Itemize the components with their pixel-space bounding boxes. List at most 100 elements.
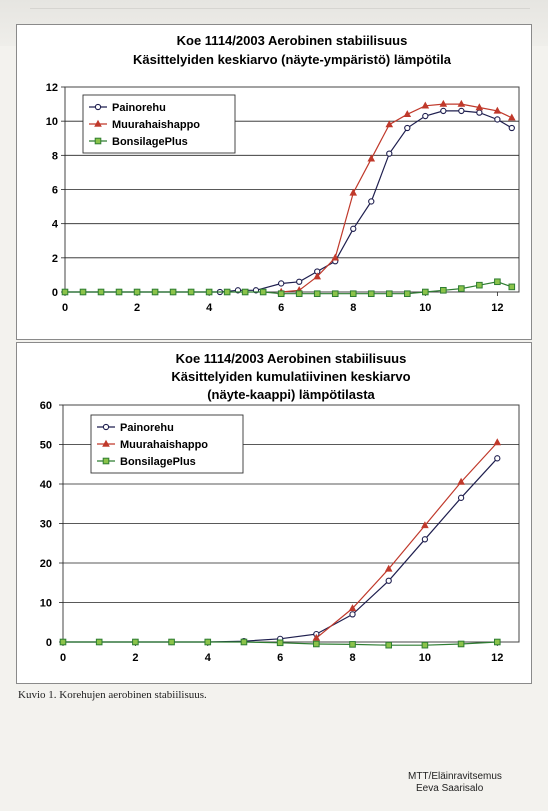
x-tick-label: 0 — [60, 652, 66, 664]
data-point — [457, 99, 466, 107]
data-point — [295, 290, 303, 298]
data-point — [385, 577, 392, 584]
data-point — [132, 638, 139, 646]
series-line — [281, 103, 513, 293]
data-point — [223, 288, 231, 296]
x-tick-label: 12 — [491, 302, 503, 314]
legend-box — [82, 94, 236, 154]
data-point — [475, 103, 484, 111]
data-point — [457, 640, 465, 648]
legend-label: BonsilagePlus — [120, 456, 196, 468]
y-tick-label: 20 — [40, 558, 52, 570]
x-tick-label: 6 — [277, 652, 283, 664]
data-point — [421, 641, 429, 649]
x-tick-label: 2 — [134, 302, 140, 314]
legend-marker — [94, 137, 102, 145]
data-point — [95, 638, 103, 646]
x-tick-label: 12 — [491, 652, 503, 664]
data-point — [349, 611, 356, 618]
y-tick-label: 0 — [52, 287, 58, 299]
data-point — [168, 638, 175, 646]
data-point — [59, 638, 67, 646]
data-point — [457, 494, 465, 501]
data-point — [508, 124, 515, 132]
legend-marker — [102, 423, 110, 431]
data-point — [313, 640, 320, 648]
data-point — [349, 188, 358, 196]
legend-label: Painorehu — [112, 102, 166, 114]
y-tick-label: 12 — [46, 82, 58, 94]
data-point — [422, 288, 429, 296]
data-point — [349, 290, 357, 298]
chart-temperature: Koe 1114/2003 Aerobinen stabiilisuus Käsi… — [46, 33, 520, 314]
data-point — [204, 638, 212, 646]
series-bonsilageplus — [59, 638, 501, 649]
legend-marker — [102, 439, 110, 447]
chart-title-line: Käsittelyiden keskiarvo (näyte-ympäristö… — [133, 52, 452, 67]
data-point — [493, 638, 501, 646]
x-tick-label: 8 — [349, 652, 355, 664]
x-tick-label: 2 — [132, 652, 138, 664]
data-point — [421, 521, 429, 529]
data-point — [494, 278, 501, 286]
y-tick-label: 40 — [40, 479, 52, 491]
data-point — [367, 290, 375, 298]
y-tick-label: 8 — [52, 150, 58, 162]
data-point — [440, 107, 447, 115]
y-tick-label: 60 — [40, 400, 52, 412]
data-point — [367, 154, 376, 162]
data-point — [187, 288, 195, 296]
footer-author: Eeva Saarisalo — [416, 783, 484, 794]
data-point — [151, 288, 159, 296]
legend-marker — [94, 103, 102, 111]
data-point — [278, 280, 285, 287]
data-point — [115, 288, 123, 296]
chart-title-line: Käsittelyiden kumulatiivinen keskiarvo — [171, 369, 410, 384]
data-point — [97, 288, 105, 296]
y-tick-label: 10 — [46, 116, 58, 128]
data-point — [508, 283, 516, 291]
data-point — [476, 109, 483, 116]
data-point — [385, 120, 394, 128]
footer-signature: MTT/Eläinravitsemus Eeva Saarisalo — [408, 771, 502, 795]
data-point — [507, 113, 516, 121]
data-point — [312, 633, 321, 641]
data-point — [349, 641, 356, 648]
x-tick-label: 4 — [205, 652, 212, 664]
data-point — [241, 288, 249, 296]
data-point — [458, 285, 465, 292]
data-point — [458, 107, 465, 115]
data-point — [313, 290, 321, 298]
data-point — [205, 288, 213, 296]
x-tick-label: 4 — [206, 302, 213, 314]
data-point — [313, 272, 322, 280]
data-point — [440, 286, 447, 294]
data-point — [350, 225, 357, 232]
x-tick-label: 10 — [419, 302, 431, 314]
chart-title-line: (näyte-kaappi) lämpötilasta — [207, 387, 375, 402]
data-point — [331, 253, 340, 261]
data-point — [348, 604, 357, 612]
data-point — [259, 288, 267, 296]
figure-caption: Kuvio 1. Korehujen aerobinen stabiilisuu… — [18, 689, 207, 701]
chart-panel-cumulative: Koe 1114/2003 Aerobinen stabiilisuus Käsi… — [16, 342, 532, 684]
chart-title-line: Koe 1114/2003 Aerobinen stabiilisuus — [176, 351, 407, 366]
data-point — [169, 288, 177, 296]
data-point — [331, 290, 339, 298]
x-tick-label: 10 — [419, 652, 431, 664]
y-tick-label: 30 — [40, 519, 52, 531]
legend-marker — [94, 119, 102, 127]
y-tick-label: 6 — [52, 185, 58, 197]
legend-label: Painorehu — [120, 422, 174, 434]
series-bonsilageplus — [61, 278, 516, 298]
data-point — [404, 124, 411, 132]
data-point — [421, 536, 429, 543]
data-point — [368, 198, 375, 205]
data-point — [439, 99, 448, 107]
data-point — [385, 641, 393, 649]
data-point — [133, 288, 141, 296]
data-point — [79, 288, 87, 296]
chart-title-line: Koe 1114/2003 Aerobinen stabiilisuus — [177, 33, 408, 48]
data-point — [494, 455, 501, 462]
x-tick-label: 6 — [278, 302, 284, 314]
